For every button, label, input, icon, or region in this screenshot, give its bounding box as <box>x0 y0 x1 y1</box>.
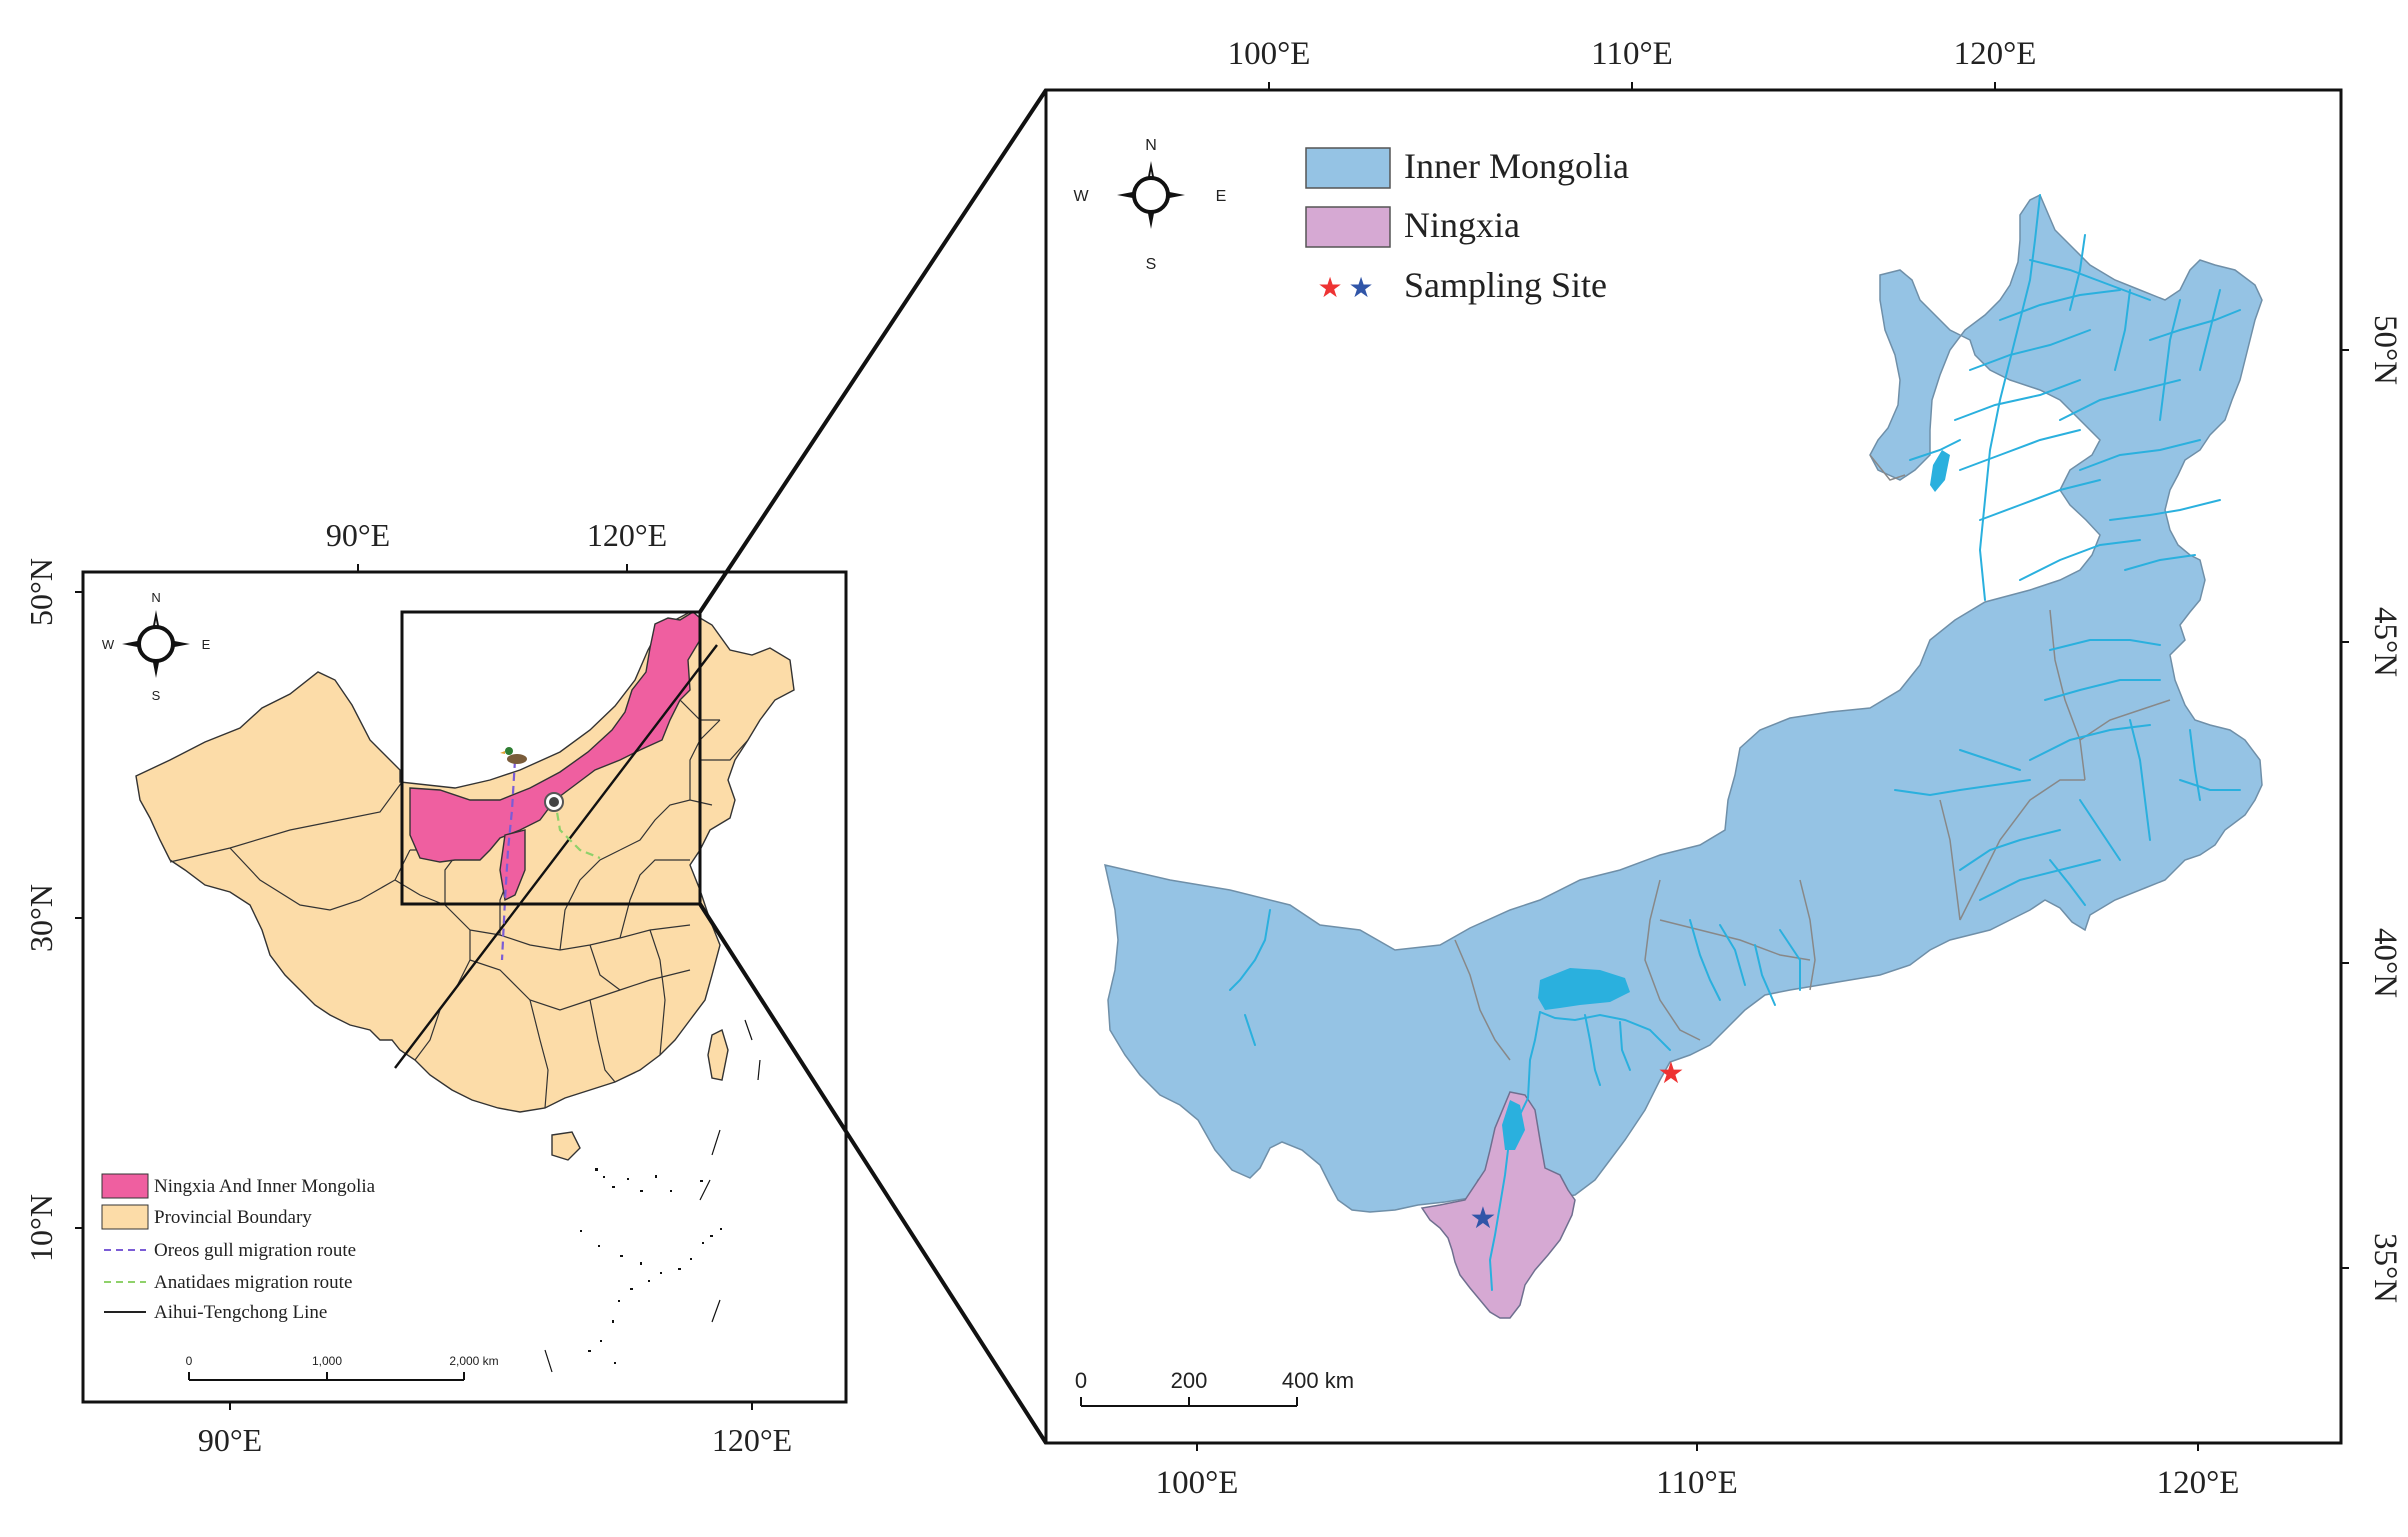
island-speckles <box>580 1168 722 1364</box>
inner-mongolia-boundaries <box>1454 454 2171 1061</box>
right-bottom-axis: 100°E 110°E 120°E <box>1156 1443 2240 1501</box>
lake-ningxia <box>1502 1100 1525 1150</box>
axis-label-top-110e: 110°E <box>1591 36 1673 72</box>
right-scale-bar: 0 200 400 km <box>1075 1368 1354 1407</box>
taiwan-island <box>707 1029 729 1081</box>
compass-w-label: W <box>102 637 115 652</box>
legend-blue-star-icon: ★ <box>1348 272 1373 303</box>
left-scale-bar: 0 1,000 2,000 km <box>186 1354 499 1381</box>
gull-migration-route <box>500 759 517 961</box>
right-side-axis: 50°N 45°N 40°N 35°N <box>2341 315 2403 1303</box>
rivers <box>1229 194 2241 1291</box>
axis-label-top-100e: 100°E <box>1228 36 1311 72</box>
axis-label-50n: 50°N <box>23 558 59 626</box>
axis-label-right-45n: 45°N <box>2367 607 2403 677</box>
legend-swatch-inner-mongolia <box>1305 147 1391 189</box>
legend-label-gull: Oreos gull migration route <box>154 1240 356 1261</box>
anatidae-migration-route <box>553 799 601 860</box>
compass-s-label: S <box>152 688 161 703</box>
legend-label-region: Ningxia And Inner Mongolia <box>154 1176 376 1197</box>
compass-icon: N S W E <box>102 590 211 703</box>
right-top-axis: 100°E 110°E 120°E <box>1228 36 2037 90</box>
axis-label-bottom-90e: 90°E <box>198 1422 262 1458</box>
scale-label-1000: 1,000 <box>312 1354 342 1368</box>
axis-label-10n: 10°N <box>23 1194 59 1262</box>
compass-icon-right: N S W E <box>1073 137 1226 273</box>
right-legend: Inner Mongolia Ningxia ★ ★ Sampling Site <box>1305 146 1629 305</box>
axis-label-top-90e: 90°E <box>326 517 390 553</box>
right-scale-label-400: 400 km <box>1282 1368 1354 1393</box>
island-arcs <box>544 1019 761 1373</box>
zoom-area-box <box>400 610 702 906</box>
compass-right-w-label: W <box>1073 188 1089 205</box>
lake-hulun <box>1930 450 1950 492</box>
sampling-site-blue-star-icon: ★ <box>1470 1202 1497 1235</box>
sampling-site-red-star-icon: ★ <box>1658 1057 1685 1090</box>
left-map: N S W E Ningxia And Inner Mongolia Provi… <box>23 517 848 1458</box>
axis-label-30n: 30°N <box>23 884 59 952</box>
left-top-axis: 90°E 120°E <box>326 517 667 572</box>
compass-e-label: E <box>202 637 211 652</box>
connector-line-top <box>698 88 1048 614</box>
compass-n-label: N <box>151 590 160 605</box>
right-map: ★ ★ N S W E Inner Mongolia Ningxia ★ ★ S… <box>1044 36 2403 1501</box>
scale-label-0: 0 <box>186 1354 193 1368</box>
compass-right-e-label: E <box>1216 188 1227 205</box>
right-scale-label-200: 200 <box>1171 1368 1208 1393</box>
legend-label-line: Aihui-Tengchong Line <box>154 1302 327 1323</box>
left-side-axis: 50°N 30°N 10°N <box>23 558 83 1262</box>
right-scale-label-0: 0 <box>1075 1368 1087 1393</box>
axis-label-bottom-120e: 120°E <box>2157 1465 2240 1501</box>
axis-label-top-120e: 120°E <box>1954 36 2037 72</box>
hainan-island <box>551 1131 581 1161</box>
legend-swatch-province <box>101 1204 149 1230</box>
axis-label-right-40n: 40°N <box>2367 928 2403 998</box>
legend-label-province: Provincial Boundary <box>154 1207 312 1228</box>
legend-red-star-icon: ★ <box>1317 272 1342 303</box>
left-legend: Ningxia And Inner Mongolia Provincial Bo… <box>101 1173 376 1323</box>
gull-icon <box>544 792 564 812</box>
compass-right-n-label: N <box>1145 137 1157 154</box>
scale-label-2000: 2,000 km <box>449 1354 498 1368</box>
axis-label-bottom-110e: 110°E <box>1656 1465 1738 1501</box>
legend-label-inner-mongolia: Inner Mongolia <box>1404 146 1629 186</box>
ningxia-inner-mongolia-region <box>409 611 701 863</box>
legend-swatch-ningxia <box>1305 206 1391 248</box>
axis-label-right-35n: 35°N <box>2367 1233 2403 1303</box>
axis-label-bottom-120e: 120°E <box>712 1422 792 1458</box>
legend-label-sampling-site: Sampling Site <box>1404 265 1607 305</box>
connector-line-bottom <box>698 902 1048 1445</box>
legend-swatch-region <box>101 1173 149 1199</box>
axis-label-bottom-100e: 100°E <box>1156 1465 1239 1501</box>
axis-label-right-50n: 50°N <box>2367 315 2403 385</box>
compass-right-s-label: S <box>1146 256 1157 273</box>
aihui-tengchong-line <box>394 644 718 1069</box>
ningxia-shape <box>1420 1091 1576 1319</box>
axis-label-top-120e: 120°E <box>587 517 667 553</box>
lake-wuliangsuhai <box>1538 968 1630 1010</box>
duck-icon <box>500 747 527 764</box>
legend-label-ningxia: Ningxia <box>1404 205 1520 245</box>
left-bottom-axis: 90°E 120°E <box>198 1402 792 1458</box>
legend-label-anatidae: Anatidaes migration route <box>154 1272 352 1293</box>
